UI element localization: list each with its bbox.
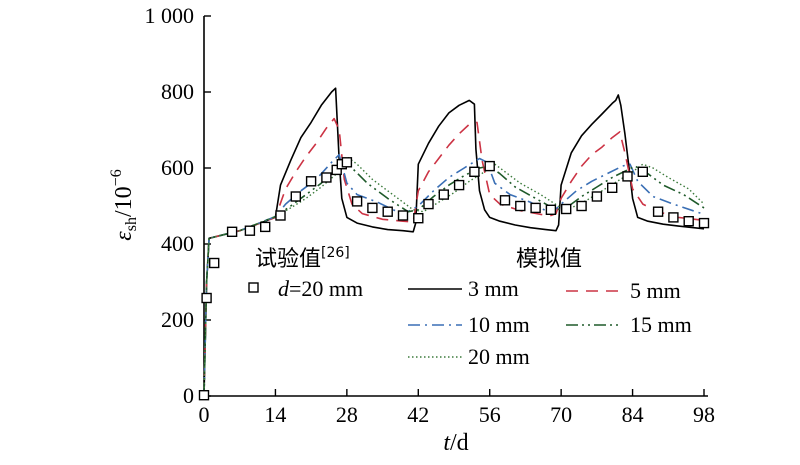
test-point — [499, 195, 511, 206]
test-point — [260, 221, 271, 233]
test-point — [561, 203, 572, 215]
legend-label-20mm: 20 mm — [468, 344, 530, 369]
test-point — [683, 215, 694, 227]
test-point — [208, 257, 220, 269]
legend-label-15mm: 15 mm — [630, 312, 692, 337]
y-axis-label: εsh/10−6 — [108, 169, 140, 240]
test-point — [637, 166, 648, 178]
test-point — [382, 206, 393, 217]
test-point — [244, 225, 256, 236]
test-point — [341, 157, 353, 168]
test-point — [484, 160, 495, 172]
test-point — [530, 202, 541, 214]
test-point — [305, 176, 317, 187]
y-tick-label: 800 — [161, 79, 194, 104]
test-point — [413, 212, 424, 224]
axis-ticks: 0 14 28 42 56 70 84 98 0 200 400 600 800 1 000 — [145, 3, 716, 427]
y-tick-label: 600 — [161, 155, 194, 180]
x-tick-label: 56 — [479, 402, 501, 427]
test-point — [423, 198, 434, 210]
x-tick-label: 98 — [693, 402, 715, 427]
test-point — [622, 171, 633, 182]
y-tick-label: 0 — [183, 383, 194, 408]
test-point — [607, 182, 618, 194]
x-tick-label: 70 — [550, 402, 572, 427]
y-tick-label: 200 — [161, 307, 194, 332]
test-point — [652, 206, 664, 217]
legend-label-10mm: 10 mm — [468, 312, 530, 337]
legend-sim-entry-20mm: 20 mm — [408, 344, 530, 369]
test-point — [290, 191, 301, 202]
test-point — [201, 292, 212, 304]
series-line-5mm — [203, 117, 705, 397]
series-layer — [203, 87, 705, 397]
legend-sim-entry-10mm: 10 mm — [408, 312, 530, 337]
test-point — [321, 172, 332, 183]
series-line-3mm — [203, 87, 705, 397]
x-tick-label: 84 — [622, 402, 644, 427]
x-tick-label: 42 — [407, 402, 429, 427]
legend-label-3mm: 3 mm — [468, 276, 519, 301]
test-point — [545, 204, 557, 216]
x-tick-label: 0 — [199, 402, 210, 427]
legend-sim-entry-15mm: 15 mm — [566, 312, 692, 337]
legend-sim: 模拟值 3 mm 5 mm 10 mm 15 mm 20 mm — [408, 247, 692, 369]
test-point — [351, 196, 363, 207]
test-point — [668, 212, 679, 223]
x-axis-label: t/d — [443, 430, 468, 456]
x-tick-label: 28 — [336, 402, 358, 427]
legend-test-title: 试验值[26] — [255, 245, 350, 272]
test-points-layer — [198, 157, 710, 401]
test-point — [576, 200, 587, 212]
y-tick-label: 400 — [161, 231, 194, 256]
test-point — [515, 200, 526, 212]
test-point — [469, 166, 480, 178]
test-point — [698, 217, 710, 229]
legend-sim-title: 模拟值 — [516, 247, 582, 272]
test-point — [367, 202, 378, 214]
y-tick-label: 1 000 — [145, 3, 195, 28]
test-point — [438, 189, 449, 200]
legend-test-marker — [248, 282, 259, 293]
legend-test-label: d=20 mm — [278, 276, 363, 301]
legend-test: 试验值[26] d=20 mm — [248, 245, 363, 301]
test-point — [397, 210, 409, 221]
test-point — [275, 210, 286, 221]
legend-sim-entry-3mm: 3 mm — [408, 276, 519, 301]
legend-sim-entry-5mm: 5 mm — [566, 278, 681, 303]
test-point — [591, 191, 603, 202]
x-tick-label: 14 — [264, 402, 286, 427]
test-point — [198, 390, 210, 401]
test-point — [226, 226, 238, 238]
test-point — [453, 179, 465, 191]
legend-label-5mm: 5 mm — [630, 278, 681, 303]
series-line-10mm — [203, 153, 705, 397]
